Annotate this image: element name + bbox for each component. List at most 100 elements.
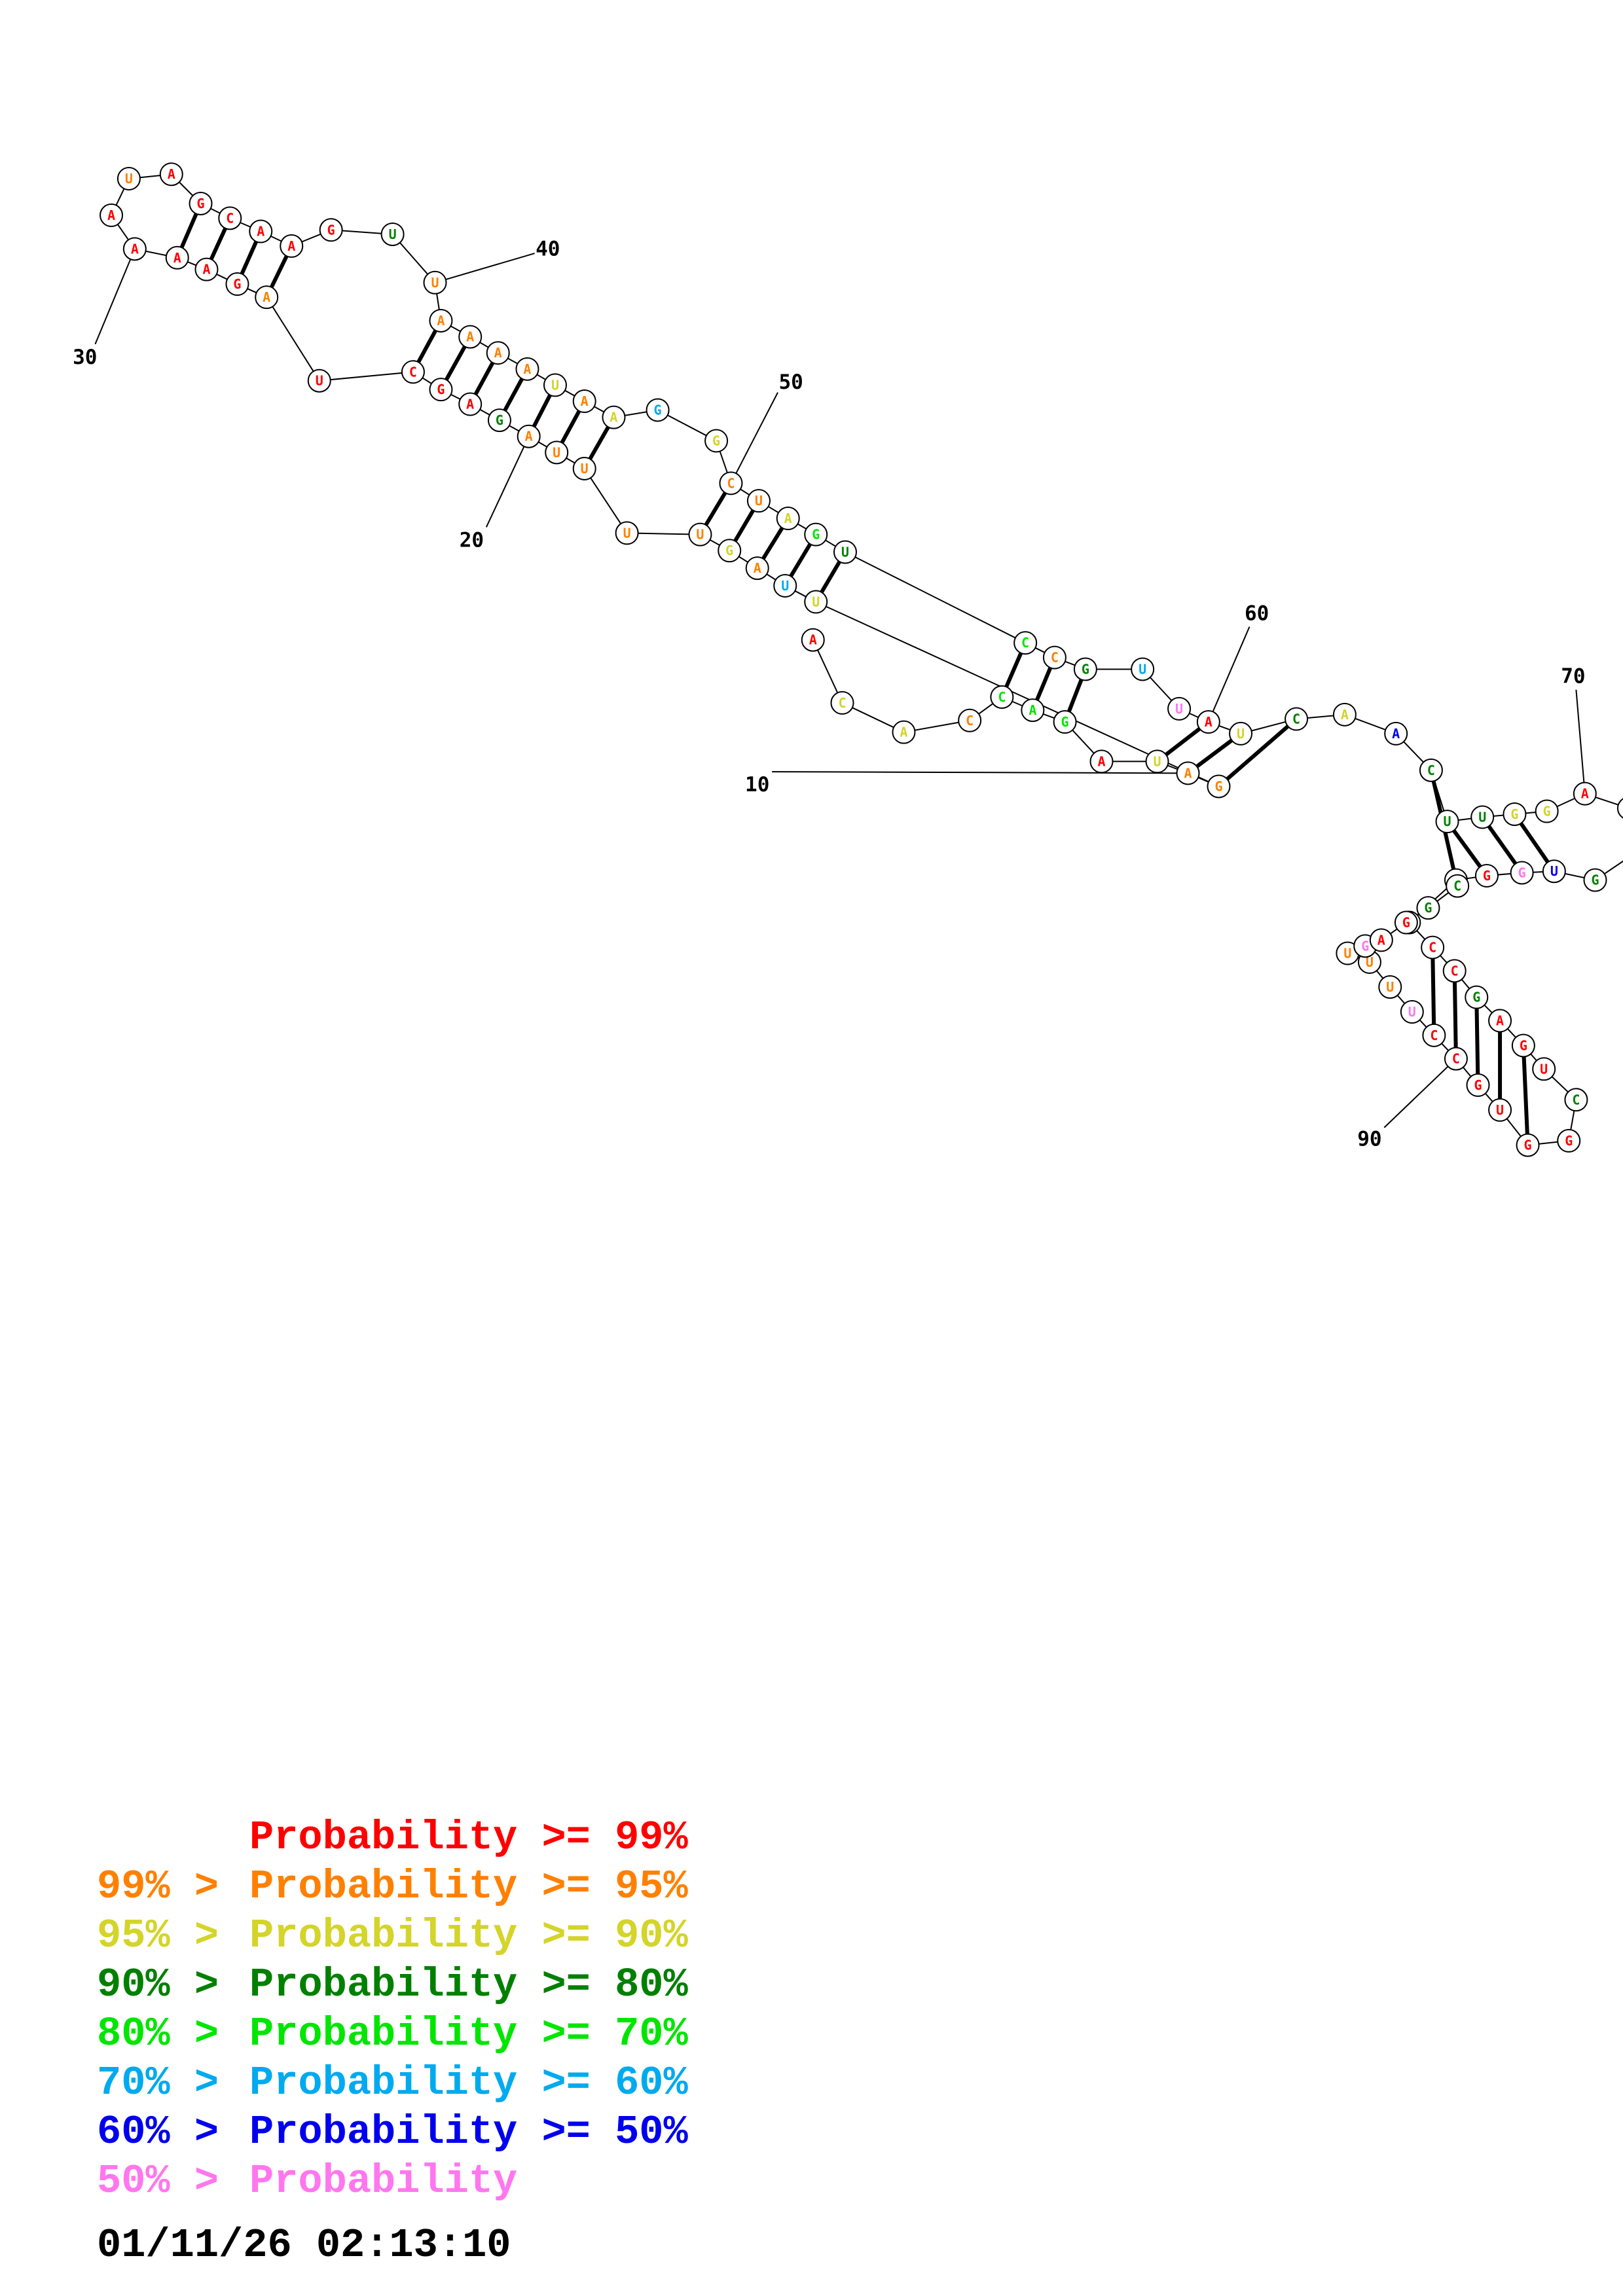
nucleotide-letter: G	[812, 527, 820, 543]
nucleotide-letter: U	[841, 544, 849, 560]
position-label: 50	[779, 370, 803, 394]
position-tick	[1383, 1058, 1457, 1128]
nucleotide-letter: G	[1518, 865, 1526, 880]
nucleotide: C	[958, 708, 982, 732]
nucleotide-letter: C	[226, 210, 234, 226]
nucleotide: C	[1421, 935, 1445, 960]
nucleotide: G	[1474, 863, 1499, 888]
nucleotide-circle	[1013, 631, 1038, 655]
nucleotide-letter: G	[1510, 806, 1518, 822]
nucleotide: A	[429, 308, 453, 332]
nucleotide: U	[1470, 805, 1495, 829]
nucleotide-letter: C	[998, 689, 1006, 705]
nucleotide-letter: A	[1184, 765, 1192, 781]
nucleotide-letter: U	[1408, 1004, 1416, 1020]
nucleotide-circle	[615, 521, 639, 545]
nucleotide-circle	[515, 357, 539, 381]
nucleotide: U	[380, 222, 405, 246]
base-pair-and-backbone-links	[111, 173, 1623, 1146]
nucleotide: A	[1488, 1009, 1512, 1033]
nucleotide-circle	[486, 341, 510, 365]
nucleotide: U	[543, 373, 567, 397]
nucleotide-circle	[646, 398, 670, 422]
nucleotide-circle	[380, 222, 405, 246]
nucleotide-circle	[429, 308, 453, 332]
nucleotide-circle	[1542, 859, 1566, 884]
nucleotide-circle	[804, 522, 828, 547]
nucleotide: G	[1466, 1073, 1490, 1097]
nucleotide-circle	[100, 203, 124, 227]
legend-prefix: 60% >	[97, 2109, 244, 2155]
nucleotide-circle	[255, 285, 279, 310]
nucleotide: A	[458, 325, 483, 349]
nucleotide-letter: U	[1540, 1061, 1548, 1077]
nucleotide-circle	[1378, 975, 1402, 999]
position-label: 10	[745, 773, 769, 797]
nucleotide-letter: A	[754, 560, 761, 576]
nucleotide: G	[487, 408, 511, 433]
legend-row: 95% > Probability >= 90%	[97, 1911, 688, 1960]
nucleotide: U	[1229, 721, 1253, 745]
nucleotide-circle	[804, 590, 828, 614]
nucleotide-letter: U	[1550, 863, 1558, 879]
nucleotide: U	[1145, 749, 1169, 774]
nucleotide-circle	[1421, 935, 1445, 960]
nucleotide: G	[429, 378, 453, 402]
nucleotide: C	[1013, 631, 1038, 655]
legend-text: Probability >= 60%	[249, 2060, 688, 2106]
nucleotide-circle	[1503, 802, 1527, 826]
nucleotide-letter: A	[287, 238, 295, 254]
nucleotide-letter: C	[1021, 635, 1029, 651]
nucleotide-circle	[704, 429, 729, 453]
nucleotide-letter: U	[1443, 814, 1451, 829]
nucleotide-circle	[719, 471, 743, 495]
nucleotide: U	[423, 270, 447, 295]
nucleotide-letter: C	[838, 695, 846, 711]
nucleotide-circle	[545, 440, 569, 465]
nucleotide-letter: G	[1061, 714, 1069, 730]
nucleotide-letter: G	[233, 276, 241, 292]
nucleotide: A	[280, 234, 304, 258]
nucleotide-circle	[1416, 896, 1440, 920]
base-pair-bond	[1431, 947, 1436, 1035]
nucleotide-letter: A	[581, 393, 589, 409]
position-label: 60	[1245, 601, 1269, 625]
nucleotide-letter: G	[1483, 868, 1491, 884]
legend-text: Probability >= 70%	[249, 2011, 688, 2057]
position-label: 30	[73, 346, 97, 369]
nucleotide: A	[745, 556, 769, 581]
nucleotide: U	[615, 521, 639, 545]
nucleotide: U	[1167, 696, 1192, 721]
nucleotide-circle	[830, 691, 854, 715]
nucleotide-letter: G	[725, 543, 733, 558]
nucleotide-circle	[1073, 657, 1097, 681]
nucleotide-letter: G	[1543, 804, 1551, 819]
nucleotide-circle	[1419, 758, 1443, 782]
nucleotide-circle	[225, 272, 249, 296]
nucleotide-letter: G	[1361, 938, 1369, 954]
legend-row: 80% > Probability >= 70%	[97, 2009, 688, 2058]
nucleotide-letter: G	[1520, 1037, 1527, 1053]
nucleotide-circle	[688, 522, 712, 547]
nucleotide-circle	[1488, 1098, 1512, 1122]
nucleotide: U	[746, 489, 771, 513]
nucleotide-circle	[1470, 805, 1495, 829]
nucleotide: A	[1369, 928, 1393, 952]
nucleotide-letter: G	[1402, 915, 1410, 931]
nucleotide-circle	[1474, 863, 1499, 888]
nucleotide: G	[1503, 802, 1527, 826]
nucleotide: A	[458, 392, 483, 416]
nucleotide: A	[1616, 798, 1623, 819]
nucleotide-letter: A	[131, 241, 139, 257]
nucleotide-circle	[1573, 781, 1597, 806]
position-label: 20	[460, 529, 484, 552]
nucleotide-circle	[1532, 1057, 1556, 1081]
nucleotide-letter: U	[389, 226, 397, 242]
backbone-link	[266, 296, 320, 382]
nucleotide-letter: A	[168, 166, 175, 182]
nucleotide: A	[776, 507, 800, 531]
nucleotide-circle	[307, 368, 331, 393]
legend-text: Probability	[249, 2158, 518, 2204]
nucleotide-circle	[1369, 928, 1393, 952]
nucleotide-circle	[1285, 707, 1309, 731]
